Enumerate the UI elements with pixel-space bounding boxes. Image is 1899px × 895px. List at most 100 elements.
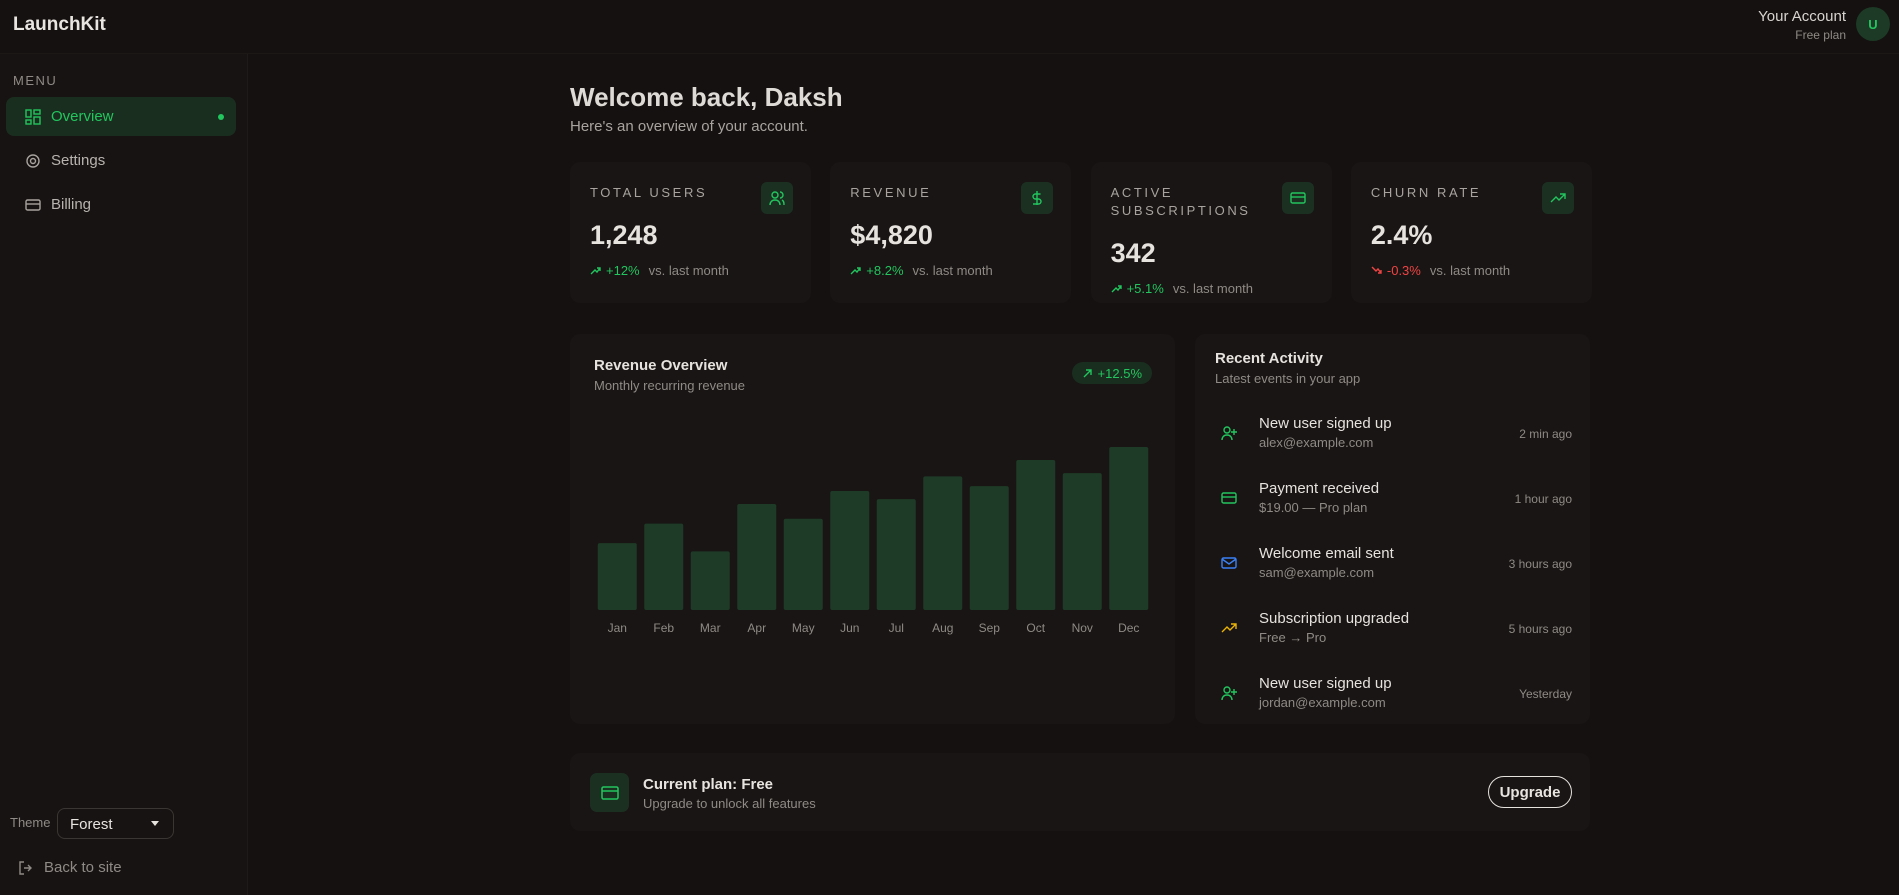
change-value: +5.1%	[1126, 281, 1164, 296]
chart-panel: Revenue Overview Monthly recurring reven…	[570, 334, 1175, 724]
stat-value: 2.4%	[1370, 220, 1433, 250]
x-tick-label: Nov	[1072, 621, 1093, 635]
activity-icon	[1221, 686, 1237, 701]
activity-time: Yesterday	[1519, 687, 1572, 701]
stat-value: 1,248	[590, 220, 658, 250]
icon	[1032, 191, 1042, 205]
activity-detail: sam@example.com	[1259, 565, 1375, 580]
stat-icon	[761, 182, 793, 214]
theme-select[interactable]: Forest	[57, 808, 174, 839]
stat-icon	[1541, 182, 1574, 214]
stat-card: TOTAL USERS 1,248 +12% vs. last month	[570, 162, 811, 303]
icon	[1289, 192, 1306, 204]
stat-icon	[1281, 182, 1314, 214]
activity-title: Subscription upgraded	[1259, 610, 1410, 627]
nav-item[interactable]: Settings	[6, 141, 236, 180]
bar	[969, 486, 1009, 610]
activity-panel: Recent Activity Latest events in your ap…	[1195, 334, 1590, 724]
bar	[1062, 473, 1102, 610]
activity-title: Payment received	[1259, 480, 1380, 497]
activity-time: 2 min ago	[1519, 427, 1572, 441]
comparison: vs. last month	[912, 263, 993, 278]
stat-card: CHURN RATE 2.4% -0.3% vs. last month	[1350, 162, 1592, 303]
theme-value: Forest	[70, 816, 113, 833]
trend-icon	[1111, 285, 1122, 293]
activity-time: 3 hours ago	[1508, 557, 1572, 571]
x-tick-label: Jan	[608, 621, 627, 635]
header: LaunchKit Your Account Free plan U	[0, 0, 1899, 54]
x-tick-label: Oct	[1026, 621, 1045, 635]
chart: Jan Feb Mar Apr May Jun Jul Aug Sep Oct Nov Dec	[597, 447, 1149, 635]
back-label: Back to site	[44, 859, 122, 876]
trend-icon	[590, 267, 601, 275]
bar	[644, 523, 684, 610]
stat-label: TOTAL USERS	[590, 185, 708, 200]
activity-item: Welcome email sent sam@example.com 3 hours…	[1195, 539, 1590, 589]
logo[interactable]: LaunchKit	[13, 14, 106, 35]
bar	[737, 504, 777, 610]
trend-icon	[1371, 266, 1382, 274]
bar	[1109, 447, 1149, 610]
change-value: +8.2%	[866, 263, 904, 278]
activity-icon	[1221, 557, 1237, 569]
stat-change: -0.3% vs. last month	[1371, 263, 1572, 278]
page-subtitle: Here's an overview of your account.	[570, 118, 808, 135]
back-link[interactable]: Back to site	[18, 859, 122, 876]
account-plan: Free plan	[1795, 28, 1846, 42]
avatar[interactable]: U	[1856, 7, 1890, 41]
stat-icon	[1021, 182, 1054, 214]
activity-item: New user signed up alex@example.com 2 min …	[1195, 409, 1590, 459]
bar	[1016, 460, 1056, 610]
stat-change: +8.2% vs. last month	[850, 263, 1051, 278]
plan-title: Current plan: Free	[643, 776, 774, 793]
trend-icon	[850, 267, 861, 275]
stat-value: 342	[1110, 238, 1156, 268]
x-tick-label: Aug	[932, 621, 953, 635]
icon	[769, 191, 785, 206]
activity-item: Payment received $19.00 — Pro plan 1 hour …	[1195, 474, 1590, 524]
bar	[876, 499, 916, 610]
activity-title: New user signed up	[1259, 675, 1392, 692]
nav-item[interactable]: Billing	[6, 185, 236, 224]
upgrade-button[interactable]: Upgrade	[1488, 776, 1572, 808]
active-dot	[218, 114, 224, 120]
account-name[interactable]: Your Account	[1758, 8, 1846, 25]
x-tick-label: May	[792, 621, 815, 635]
bar	[783, 518, 823, 610]
activity-time: 5 hours ago	[1508, 622, 1572, 636]
stat-change: +5.1% vs. last month	[1111, 281, 1312, 296]
activity-icon	[1221, 492, 1237, 504]
stat-label: ACTIVE SUBSCRIPTIONS	[1110, 185, 1251, 218]
nav-label: Settings	[51, 152, 106, 169]
activity-detail: alex@example.com	[1259, 435, 1374, 450]
chart-badge: +12.5%	[1071, 362, 1152, 384]
activity-detail: jordan@example.com	[1259, 695, 1386, 710]
theme-label: Theme	[10, 815, 51, 830]
activity-subtitle: Latest events in your app	[1215, 371, 1361, 386]
activity-detail: Free → Pro	[1259, 630, 1327, 645]
activity-item: New user signed up jordan@example.com Yest…	[1195, 669, 1590, 719]
x-tick-label: Feb	[653, 621, 674, 635]
activity-time: 1 hour ago	[1514, 492, 1572, 506]
activity-icon	[1221, 623, 1237, 633]
change-value: +12%	[606, 263, 640, 278]
activity-title: Recent Activity	[1215, 350, 1323, 367]
nav-item[interactable]: Overview	[6, 97, 236, 136]
stat-card: ACTIVE SUBSCRIPTIONS 342 +5.1% vs. last mon…	[1090, 162, 1332, 303]
stat-value: $4,820	[850, 220, 933, 250]
bar	[923, 476, 963, 610]
x-tick-label: Jul	[889, 621, 904, 635]
x-tick-label: Sep	[979, 621, 1001, 635]
bar	[597, 543, 637, 610]
chart-title: Revenue Overview	[594, 357, 728, 374]
plan-bar: Current plan: Free Upgrade to unlock all…	[570, 753, 1590, 831]
activity-title: New user signed up	[1259, 415, 1392, 432]
x-tick-label: Mar	[700, 621, 721, 635]
comparison: vs. last month	[648, 263, 729, 278]
comparison: vs. last month	[1172, 281, 1254, 296]
menu-label: MENU	[13, 73, 58, 88]
plan-icon	[590, 773, 629, 812]
bar	[830, 491, 870, 610]
bar	[690, 551, 730, 610]
